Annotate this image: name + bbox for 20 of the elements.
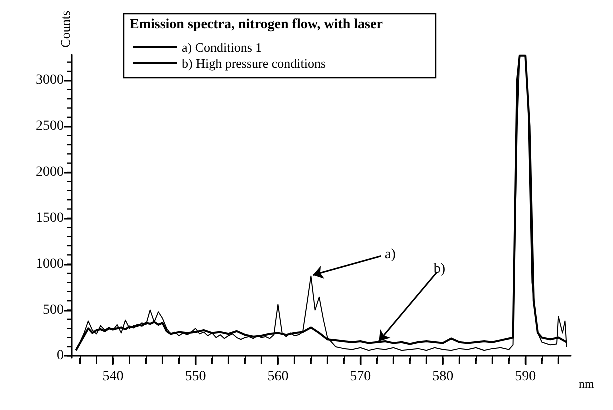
legend-title: Emission spectra, nitrogen flow, with laser — [130, 18, 383, 32]
legend-label: a) Conditions 1 — [182, 40, 262, 55]
x-tick-label: 550 — [185, 370, 206, 384]
x-tick-label: 540 — [102, 370, 124, 384]
x-axis-title: nm — [579, 377, 595, 392]
annotation: b) — [434, 262, 446, 277]
y-tick-label: 2500 — [36, 119, 64, 134]
y-tick-label: 3000 — [36, 73, 64, 88]
y-tick-label: 1500 — [36, 210, 64, 226]
legend-label: b) High pressure conditions — [182, 56, 326, 71]
x-tick-label: 560 — [268, 370, 289, 384]
y-tick-label: 1000 — [36, 256, 64, 272]
x-tick-label: 570 — [350, 370, 372, 384]
x-tick-label: 590 — [515, 370, 536, 384]
x-tick-label: 580 — [432, 370, 454, 384]
y-tick-label: 500 — [43, 302, 64, 318]
y-axis-title: Counts — [58, 11, 73, 48]
annotation: a) — [385, 248, 396, 263]
y-tick-label: 0 — [57, 348, 64, 364]
y-tick-label: 2000 — [36, 165, 64, 180]
